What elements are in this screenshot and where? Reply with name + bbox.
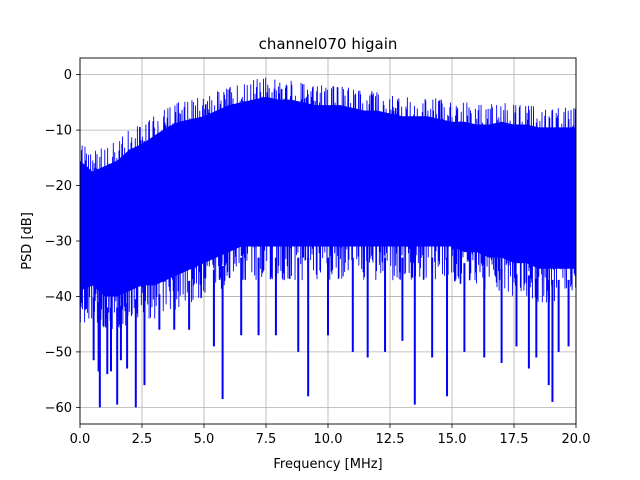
x-tick-label: 2.5 — [132, 432, 153, 447]
x-tick-label: 20.0 — [562, 432, 591, 447]
x-tick-label: 0.0 — [70, 432, 91, 447]
x-tick-label: 12.5 — [376, 432, 405, 447]
x-tick-label: 7.5 — [256, 432, 277, 447]
y-tick-label: 0 — [64, 68, 72, 83]
y-tick-label: −60 — [45, 401, 72, 416]
x-axis-label: Frequency [MHz] — [273, 457, 382, 472]
y-axis: 0 −10 −20 −30 −40 −50 −60 — [45, 68, 80, 416]
x-axis: 0.0 2.5 5.0 7.5 10.0 12.5 15.0 17.5 20.0 — [70, 424, 591, 447]
y-tick-label: −10 — [45, 124, 72, 139]
x-tick-label: 15.0 — [438, 432, 467, 447]
psd-series-line — [80, 77, 576, 330]
y-tick-label: −20 — [45, 179, 72, 194]
plot-area — [80, 77, 576, 408]
x-tick-label: 5.0 — [194, 432, 215, 447]
y-tick-label: −40 — [45, 290, 72, 305]
y-tick-label: −30 — [45, 235, 72, 250]
y-tick-label: −50 — [45, 345, 72, 360]
x-tick-label: 17.5 — [500, 432, 529, 447]
y-axis-label: PSD [dB] — [20, 212, 35, 270]
chart-title: channel070 higain — [259, 35, 398, 53]
x-tick-label: 10.0 — [314, 432, 343, 447]
series-layer — [80, 77, 576, 408]
